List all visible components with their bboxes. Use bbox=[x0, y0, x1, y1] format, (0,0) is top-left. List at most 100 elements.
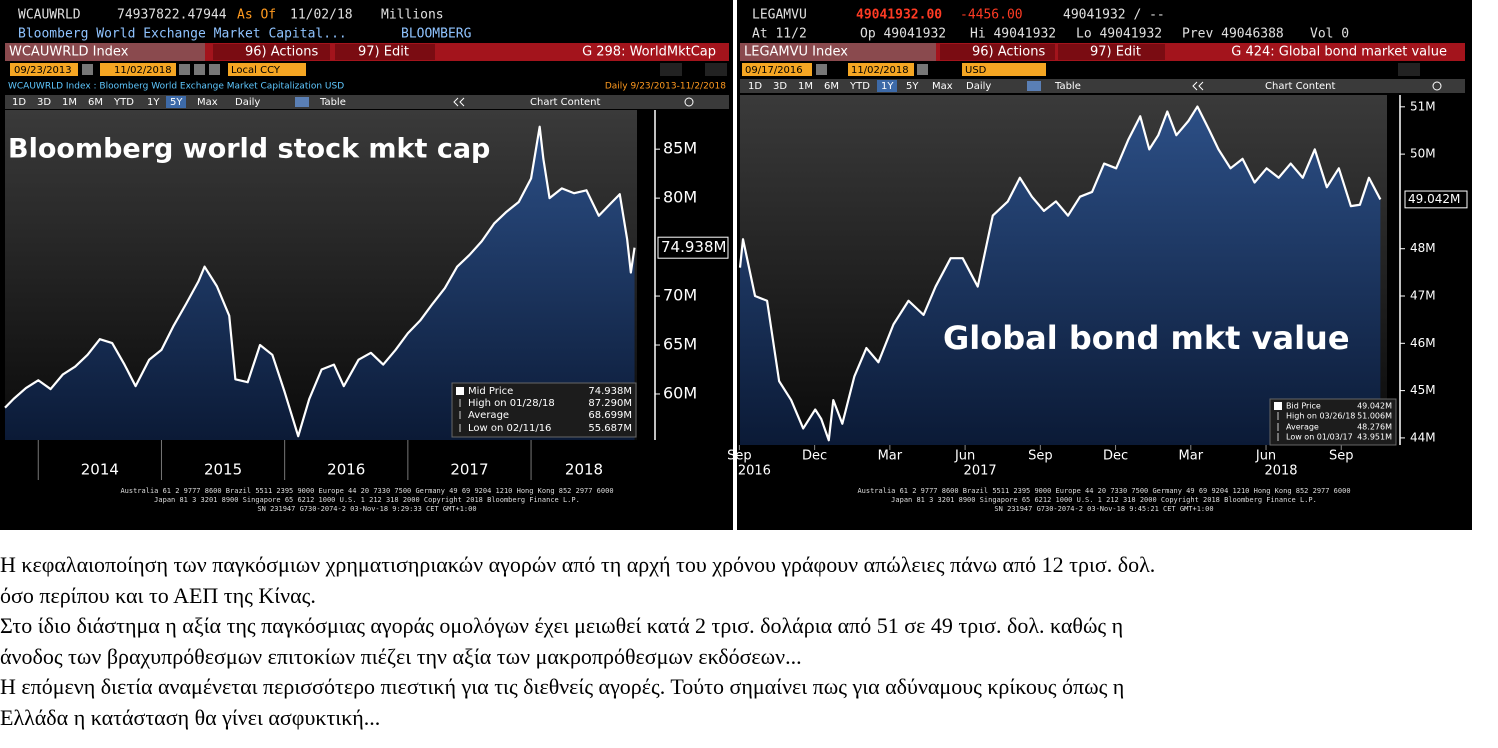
area-fill bbox=[740, 106, 1381, 446]
edit-label: 97) Edit bbox=[1090, 45, 1141, 60]
prev-button[interactable] bbox=[194, 64, 205, 75]
undo-button[interactable] bbox=[1398, 63, 1420, 76]
period-button[interactable]: 1D bbox=[12, 97, 26, 108]
currency-input[interactable] bbox=[228, 63, 306, 76]
period-selected bbox=[877, 80, 897, 92]
edit-label: 97) Edit bbox=[358, 45, 409, 60]
toolbar bbox=[740, 79, 1465, 93]
settings-icon[interactable] bbox=[1432, 81, 1442, 91]
calendar-icon[interactable] bbox=[816, 64, 827, 75]
calendar-icon[interactable] bbox=[82, 64, 93, 75]
paragraph-line: άνοδος των βραχυπρόθεσμων επιτοκίων πιέζ… bbox=[0, 643, 802, 669]
start-date-input[interactable] bbox=[742, 63, 812, 76]
redo-button[interactable] bbox=[705, 63, 727, 76]
end-date-input[interactable] bbox=[100, 63, 176, 76]
period-button[interactable]: 6M bbox=[88, 97, 103, 108]
calendar-icon[interactable] bbox=[179, 64, 190, 75]
x-year-label: 2016 bbox=[738, 464, 771, 479]
undo-button[interactable] bbox=[660, 63, 682, 76]
y-tick-label: 46M bbox=[1410, 336, 1436, 350]
period-button[interactable]: 3D bbox=[773, 81, 787, 92]
chart-content-button[interactable]: Chart Content bbox=[1265, 81, 1336, 92]
currency-input[interactable] bbox=[962, 63, 1046, 76]
actions-button[interactable] bbox=[940, 44, 1055, 60]
actions-button[interactable] bbox=[213, 44, 330, 60]
frequency: Daily bbox=[235, 97, 260, 108]
period-button[interactable]: 3D bbox=[37, 97, 51, 108]
chart-content-button[interactable]: Chart Content bbox=[530, 97, 601, 108]
stats-value: 87.290M bbox=[588, 398, 632, 409]
period-button[interactable]: Max bbox=[932, 81, 953, 92]
y-tick-label: 70M bbox=[663, 286, 697, 305]
table-button[interactable]: Table bbox=[1054, 81, 1081, 92]
security-field[interactable] bbox=[740, 43, 936, 61]
currency: USD bbox=[965, 65, 987, 76]
y-tick-label: 51M bbox=[1410, 99, 1436, 113]
legend-swatch bbox=[456, 387, 464, 395]
period-button[interactable]: 6M bbox=[824, 81, 839, 92]
paragraph-line: Η κεφαλαιοποίηση των παγκόσμιων χρηματισ… bbox=[0, 552, 1156, 577]
period-button[interactable]: 5Y bbox=[170, 97, 183, 108]
date-range: Daily 9/23/2013-11/2/2018 bbox=[605, 82, 726, 92]
table-icon[interactable] bbox=[295, 97, 309, 107]
stats-value: 51.006M bbox=[1357, 412, 1392, 421]
period-button[interactable]: 1D bbox=[748, 81, 762, 92]
y-tick-label: 85M bbox=[663, 139, 697, 158]
footer-line: Japan 81 3 3201 8900 Singapore 65 6212 1… bbox=[891, 496, 1317, 504]
collapse-icon[interactable] bbox=[1192, 81, 1204, 91]
y-tick-label: 44M bbox=[1410, 430, 1436, 444]
period-button[interactable]: Max bbox=[197, 97, 218, 108]
article: Η κεφαλαιοποίηση των παγκόσμιων χρηματισ… bbox=[0, 550, 1498, 733]
stats-value: 48.276M bbox=[1357, 423, 1392, 432]
last-price: 74937822.47944 bbox=[117, 8, 227, 23]
period-button[interactable]: 5Y bbox=[906, 81, 919, 92]
period-button[interactable]: YTD bbox=[113, 97, 134, 108]
x-tick-label: Mar bbox=[1179, 449, 1204, 464]
stats-label: High on 01/28/18 bbox=[468, 398, 555, 409]
actions-label: 96) Actions bbox=[245, 45, 318, 60]
settings-icon[interactable] bbox=[684, 97, 694, 107]
table-icon[interactable] bbox=[1027, 81, 1041, 91]
graph-name: G 424: Global bond market value bbox=[1231, 45, 1447, 60]
legend-label: Mid Price bbox=[468, 386, 513, 397]
x-tick-label: Dec bbox=[802, 449, 827, 464]
footer-line: Australia 61 2 9777 8600 Brazil 5511 239… bbox=[857, 487, 1350, 495]
ticker: LEGAMVU bbox=[752, 8, 807, 23]
description: WCAUWRLD Index : Bloomberg World Exchang… bbox=[8, 82, 344, 92]
y-tick-label: 47M bbox=[1410, 289, 1436, 303]
period-button[interactable]: 1Y bbox=[147, 97, 160, 108]
paragraph-line: όσο περίπου και το ΑΕΠ της Κίνας. bbox=[0, 582, 316, 608]
security: WCAUWRLD Index bbox=[9, 45, 129, 60]
stats-value: 74.938M bbox=[588, 386, 632, 397]
x-tick-label: 2014 bbox=[81, 461, 119, 479]
x-tick-label: Sep bbox=[727, 449, 752, 464]
edit-button[interactable] bbox=[335, 44, 435, 60]
x-tick-label: Dec bbox=[1103, 449, 1128, 464]
table-button[interactable]: Table bbox=[319, 97, 346, 108]
y-tick-label: 50M bbox=[1410, 147, 1436, 161]
x-tick-label: Mar bbox=[878, 449, 903, 464]
period-button[interactable]: 1M bbox=[798, 81, 813, 92]
security: LEGAMVU Index bbox=[744, 45, 848, 60]
x-tick-label: 2016 bbox=[327, 461, 365, 479]
period-button[interactable]: YTD bbox=[849, 81, 870, 92]
start-date-input[interactable] bbox=[10, 63, 78, 76]
stats-label: High on 03/26/18 bbox=[1286, 412, 1355, 421]
calendar-icon[interactable] bbox=[917, 64, 928, 75]
period-button[interactable]: 1Y bbox=[881, 81, 894, 92]
next-button[interactable] bbox=[209, 64, 220, 75]
edit-button[interactable] bbox=[1058, 44, 1165, 60]
prev: Prev 49046388 bbox=[1182, 27, 1284, 42]
y-tick-label: 60M bbox=[663, 383, 697, 402]
collapse-icon[interactable] bbox=[453, 97, 465, 107]
end-date: 11/02/2018 bbox=[851, 65, 909, 76]
period-button[interactable]: 1M bbox=[62, 97, 77, 108]
end-date-input[interactable] bbox=[848, 63, 914, 76]
quote: 49041932 / -- bbox=[1063, 8, 1165, 23]
end-date: 11/02/2018 bbox=[114, 65, 172, 76]
footer-line: Japan 81 3 3201 8900 Singapore 65 6212 1… bbox=[154, 496, 580, 504]
last-value-box bbox=[657, 236, 729, 259]
chart-title: Bloomberg world stock mkt cap bbox=[8, 134, 490, 165]
security-field[interactable] bbox=[5, 43, 205, 61]
